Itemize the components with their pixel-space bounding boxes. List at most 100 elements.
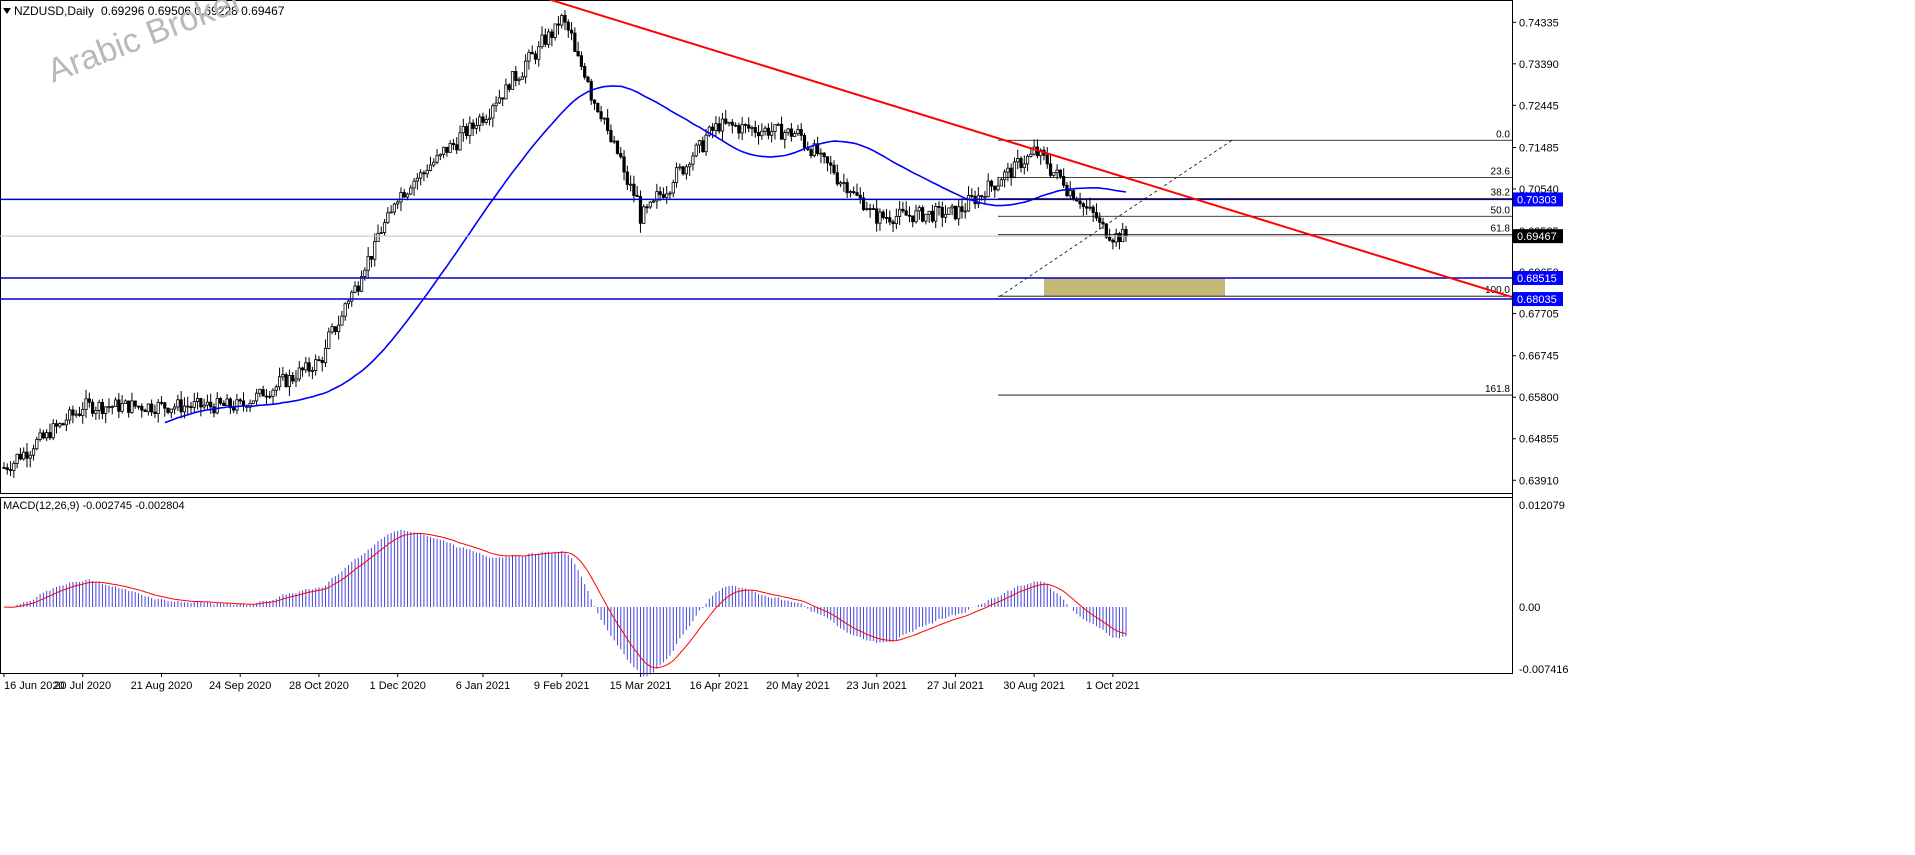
- candle-body: [294, 378, 298, 382]
- candle: [438, 153, 442, 161]
- candle-body: [796, 129, 800, 134]
- candle: [609, 124, 613, 143]
- candle-body: [753, 127, 757, 133]
- candle-body: [783, 132, 787, 140]
- candle-body: [737, 125, 741, 134]
- candle-body: [999, 179, 1003, 187]
- candle: [123, 399, 127, 404]
- candle: [487, 108, 492, 126]
- candle-body: [84, 398, 88, 410]
- candle-body: [658, 191, 662, 195]
- candle: [668, 191, 672, 200]
- candle-body: [1104, 223, 1108, 238]
- candle-body: [1019, 158, 1023, 168]
- candle: [497, 89, 501, 104]
- candle-body: [442, 146, 446, 155]
- candle: [474, 117, 479, 134]
- candle-body: [619, 153, 623, 158]
- candle: [1094, 203, 1099, 222]
- candle-body: [855, 192, 859, 196]
- candle: [136, 405, 141, 410]
- candle-body: [865, 208, 869, 211]
- candle-body: [376, 232, 380, 242]
- candle-body: [556, 23, 561, 26]
- candle-body: [87, 398, 91, 403]
- candle: [773, 124, 777, 140]
- candle: [612, 135, 616, 144]
- candle: [934, 202, 938, 229]
- trendline: [547, 0, 1513, 299]
- candle-body: [501, 97, 505, 100]
- candle: [130, 392, 134, 414]
- level-price-box: [1513, 192, 1563, 207]
- candle: [435, 149, 439, 165]
- candle-body: [104, 406, 108, 415]
- candle: [268, 391, 272, 400]
- symbol-menu-triangle-icon[interactable]: [3, 8, 11, 14]
- candle-body: [747, 124, 751, 129]
- candle: [386, 207, 390, 225]
- candle-body: [1009, 167, 1013, 178]
- candle: [1107, 228, 1112, 242]
- candle: [287, 369, 292, 396]
- candle-body: [304, 362, 308, 371]
- candle: [100, 398, 105, 420]
- candle-body: [287, 375, 292, 387]
- candle-body: [651, 200, 656, 203]
- candle-body: [140, 405, 144, 411]
- fib-anchor-line: [999, 139, 1233, 297]
- candle: [825, 156, 830, 172]
- candle: [950, 203, 954, 216]
- candle-body: [743, 124, 748, 126]
- candle-body: [504, 84, 508, 100]
- macd-panel-frame: [0, 497, 1513, 674]
- candle: [1003, 169, 1007, 188]
- candle-body: [419, 172, 423, 179]
- candle-body: [258, 389, 262, 394]
- time-tick-label: 20 May 2021: [766, 680, 830, 692]
- candle: [310, 366, 314, 380]
- candle: [241, 392, 246, 412]
- candle: [671, 179, 675, 198]
- candle: [809, 147, 813, 159]
- candle-body: [766, 127, 771, 136]
- candle: [684, 164, 688, 180]
- candle: [957, 199, 961, 226]
- candle-body: [1068, 190, 1072, 197]
- candle: [622, 149, 626, 181]
- candle-body: [937, 206, 941, 208]
- candle: [264, 389, 269, 405]
- candle-body: [425, 169, 429, 175]
- candle-body: [1016, 158, 1020, 163]
- candle-body: [1094, 212, 1099, 219]
- candle-body: [901, 208, 905, 212]
- candle-body: [199, 398, 203, 408]
- candle: [999, 177, 1003, 187]
- candle-body: [802, 135, 807, 148]
- candle-body: [205, 401, 210, 406]
- candle-body: [934, 206, 938, 222]
- candle-body: [68, 409, 72, 421]
- candle: [865, 201, 869, 211]
- candle: [445, 146, 449, 157]
- current-price-label: 0.69467: [1517, 231, 1557, 243]
- candle: [284, 372, 288, 388]
- candle: [858, 187, 862, 204]
- candle: [64, 413, 68, 432]
- candle: [18, 447, 23, 461]
- candle: [888, 210, 892, 226]
- level-price-label: 0.70303: [1517, 194, 1557, 206]
- candle-body: [484, 119, 488, 123]
- candle-body: [382, 222, 387, 233]
- candle: [970, 188, 974, 199]
- candle-body: [209, 401, 213, 408]
- candle-body: [733, 124, 738, 127]
- candle-body: [356, 285, 360, 292]
- candle-body: [888, 217, 892, 223]
- candle: [904, 201, 908, 216]
- candle: [760, 123, 764, 140]
- candle-body: [835, 172, 839, 185]
- candle: [586, 75, 590, 83]
- candle: [635, 186, 639, 197]
- candle: [986, 173, 990, 198]
